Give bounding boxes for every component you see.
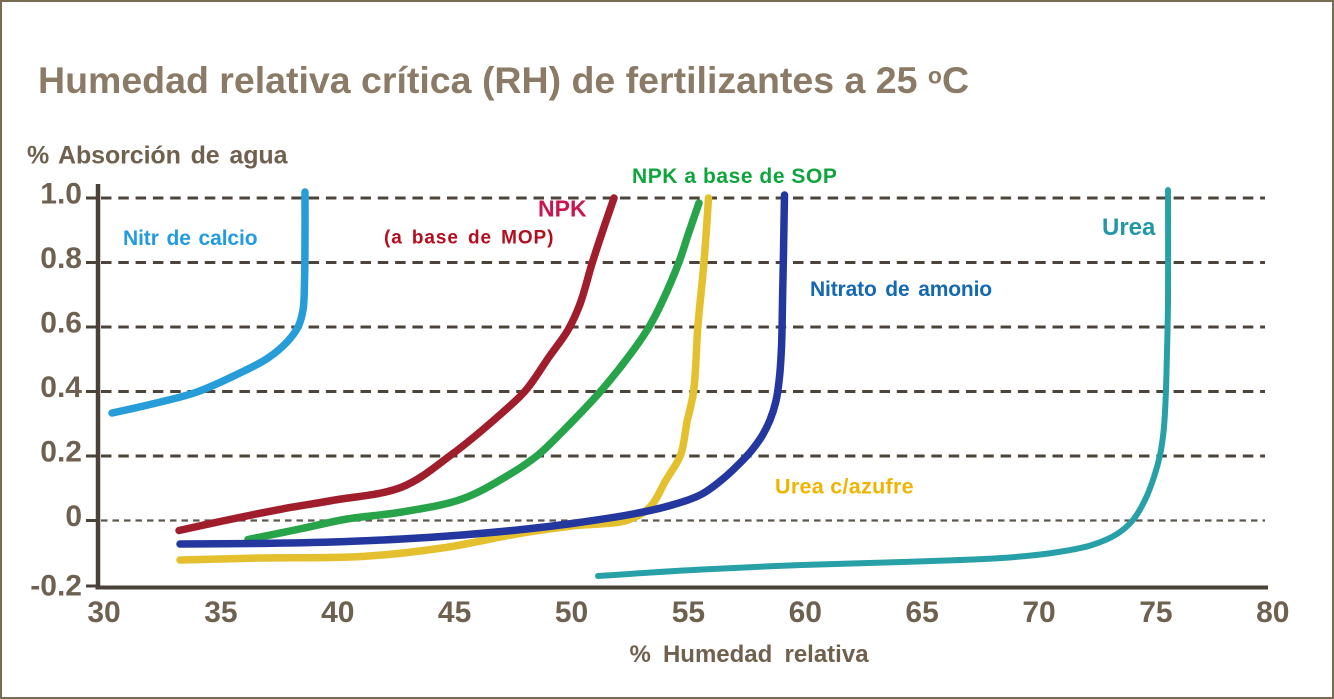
svg-text:1.0: 1.0 [40, 178, 82, 211]
svg-text:30: 30 [87, 596, 120, 629]
svg-text:Nitrato de amonio: Nitrato de amonio [810, 278, 992, 301]
svg-text:50: 50 [555, 596, 588, 629]
svg-text:Urea c/azufre: Urea c/azufre [775, 475, 914, 499]
svg-text:0.6: 0.6 [40, 307, 82, 340]
svg-text:55: 55 [672, 596, 705, 629]
svg-text:Urea: Urea [1102, 214, 1156, 241]
svg-text:70: 70 [1022, 596, 1055, 629]
svg-text:0.2: 0.2 [40, 436, 82, 469]
svg-text:60: 60 [789, 596, 822, 629]
svg-text:Humedad relativa crítica (RH): Humedad relativa crítica (RH) de fertili… [38, 59, 969, 101]
svg-text:35: 35 [204, 596, 237, 629]
svg-text:(a base de MOP): (a base de MOP) [384, 228, 554, 249]
svg-text:65: 65 [905, 596, 938, 629]
svg-text:0.4: 0.4 [40, 371, 82, 404]
svg-text:NPK: NPK [538, 196, 587, 222]
svg-text:75: 75 [1139, 596, 1172, 629]
svg-text:% Humedad relativa: % Humedad relativa [629, 641, 869, 668]
svg-text:% Absorción de agua: % Absorción de agua [27, 142, 289, 170]
svg-text:40: 40 [321, 596, 354, 629]
svg-text:80: 80 [1256, 596, 1289, 629]
svg-text:NPK a base de SOP: NPK a base de SOP [632, 165, 837, 188]
svg-text:45: 45 [438, 596, 471, 629]
svg-text:0.8: 0.8 [40, 242, 82, 275]
svg-text:-0.2: -0.2 [30, 570, 82, 603]
svg-text:Nitr de calcio: Nitr de calcio [123, 227, 257, 250]
svg-text:0: 0 [65, 500, 82, 533]
